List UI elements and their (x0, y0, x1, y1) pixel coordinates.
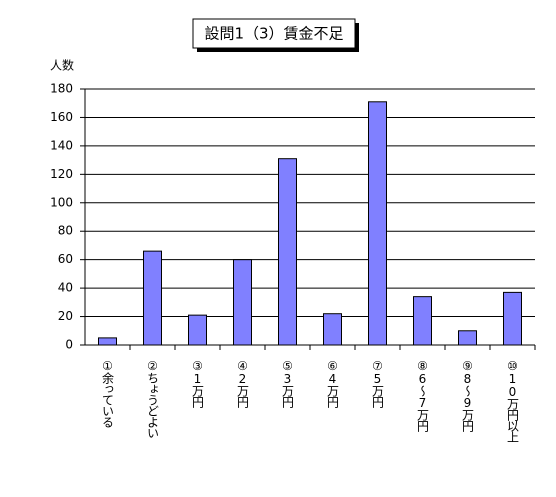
x-tick-label: ⑨8～9万円 (461, 359, 475, 432)
y-tick-label: 80 (58, 224, 73, 238)
x-tick-label: ①余っている (101, 359, 115, 427)
y-tick-label: 0 (65, 338, 73, 352)
x-tick-label: ⑤3万円 (281, 359, 295, 408)
x-tick-label: ④2万円 (236, 359, 250, 408)
bar (98, 337, 117, 346)
bar (143, 250, 162, 346)
y-tick-label: 120 (50, 167, 73, 181)
bar (233, 259, 252, 346)
y-tick-label: 140 (50, 138, 73, 152)
x-tick-label: ②ちょうどよい (146, 359, 160, 438)
bar (188, 314, 207, 346)
y-tick-label: 180 (50, 82, 73, 96)
bar (413, 296, 432, 346)
y-tick-label: 100 (50, 195, 73, 209)
y-axis-label: 人数 (50, 58, 74, 73)
x-tick-label: ⑧6～7万円 (416, 359, 430, 432)
y-tick-label: 60 (58, 252, 73, 266)
bar (458, 330, 477, 346)
y-tick-label: 40 (58, 281, 73, 295)
y-tick-label: 20 (58, 309, 73, 323)
x-tick-label: ⑩10万円以上 (506, 359, 520, 442)
x-tick-label: ⑥4万円 (326, 359, 340, 408)
chart-title: 設問1（3）賃金不足 (204, 25, 343, 43)
bar (368, 101, 387, 346)
bar (323, 313, 342, 346)
y-tick-label: 160 (50, 110, 73, 124)
bar (278, 158, 297, 346)
x-tick-label: ⑦5万円 (371, 359, 385, 408)
x-tick-label: ③1万円 (191, 359, 205, 408)
bar (503, 291, 522, 346)
title-box (192, 18, 356, 49)
